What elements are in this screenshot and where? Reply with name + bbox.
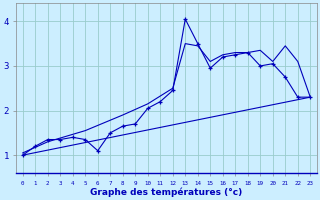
X-axis label: Graphe des températures (°c): Graphe des températures (°c): [90, 187, 243, 197]
